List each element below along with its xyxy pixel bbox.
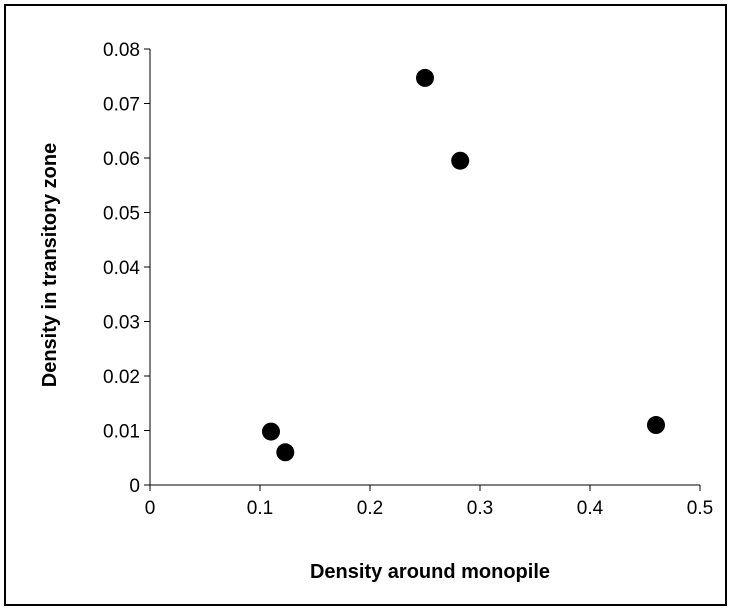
data-point <box>276 443 295 462</box>
x-tick-label: 0 <box>145 498 156 519</box>
y-axis-title: Density in transitory zone <box>39 143 61 388</box>
y-axis-ticks: 0 0.01 0.02 0.03 0.04 0.05 0.06 0.07 0.08 <box>103 40 150 497</box>
y-tick-label: 0.04 <box>103 258 140 279</box>
y-tick-label: 0.08 <box>103 40 140 61</box>
x-tick-label: 0.5 <box>687 498 713 519</box>
y-tick-label: 0.01 <box>103 422 140 443</box>
data-points <box>262 68 665 462</box>
x-tick-label: 0.1 <box>247 498 273 519</box>
x-axis-ticks: 0 0.1 0.2 0.3 0.4 0.5 <box>145 485 713 519</box>
data-point <box>451 151 470 170</box>
y-tick-label: 0.03 <box>103 313 140 334</box>
y-tick-label: 0.07 <box>103 95 140 116</box>
y-tick-label: 0.02 <box>103 367 140 388</box>
y-tick-label: 0 <box>129 476 140 497</box>
data-point <box>416 68 434 87</box>
x-tick-label: 0.4 <box>577 498 604 519</box>
y-tick-label: 0.06 <box>103 149 140 170</box>
plot-area: 0 0.1 0.2 0.3 0.4 0.5 0 0.01 0.02 0.03 0.04 0.05 0.… <box>103 40 713 519</box>
y-tick-label: 0.05 <box>103 204 140 225</box>
chart-frame <box>4 4 727 606</box>
x-axis-title: Density around monopile <box>310 561 550 583</box>
data-point <box>647 416 665 435</box>
x-tick-label: 0.2 <box>357 498 383 519</box>
data-point <box>262 422 280 441</box>
x-tick-label: 0.3 <box>467 498 493 519</box>
